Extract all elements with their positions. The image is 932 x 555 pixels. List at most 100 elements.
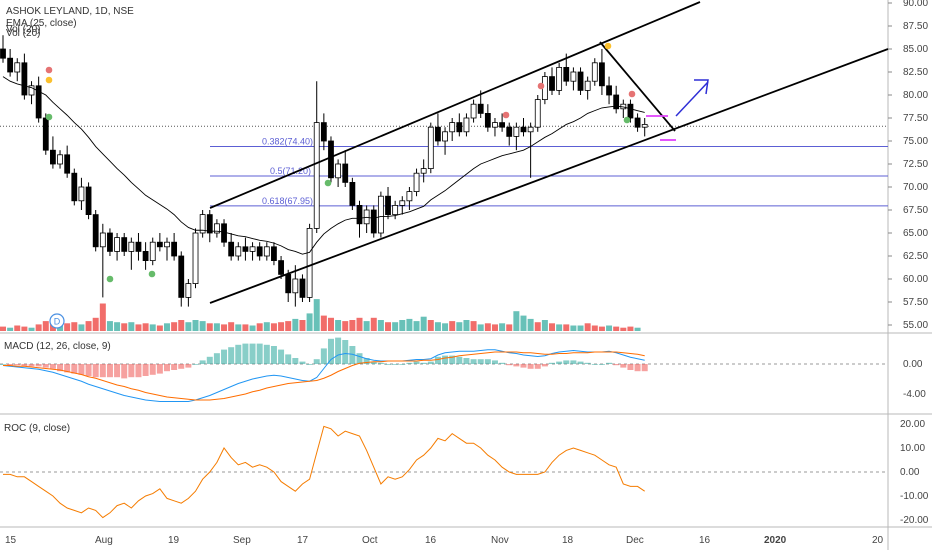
- macd-histogram-bar: [242, 343, 249, 364]
- volume-bar: [121, 323, 128, 331]
- candle-body: [563, 67, 570, 82]
- price-tick-label: 62.50: [903, 251, 928, 262]
- price-tick-label: 65.00: [903, 228, 928, 239]
- macd-histogram-bar: [228, 347, 235, 364]
- volume-bar: [320, 315, 327, 331]
- candle-body: [107, 232, 113, 252]
- volume-bar: [563, 324, 570, 331]
- volume-bar: [456, 322, 463, 331]
- signal-dot: [623, 116, 631, 124]
- candle-body: [121, 237, 128, 252]
- macd-legend: MACD (12, 26, close, 9): [4, 341, 111, 352]
- time-tick-label: 15: [5, 535, 17, 546]
- candle-body: [342, 163, 349, 183]
- volume-bar: [99, 303, 106, 331]
- candle-body: [28, 85, 35, 96]
- signal-dot: [45, 113, 53, 121]
- candle-body: [484, 113, 491, 128]
- roc-legend: ROC (9, close): [4, 423, 71, 434]
- volume-bar: [135, 324, 142, 331]
- macd-histogram-bar: [156, 364, 163, 374]
- price-tick-label: 80.00: [903, 90, 928, 101]
- volume-bar: [506, 324, 513, 331]
- candle-body: [199, 214, 206, 234]
- time-tick-label: 20: [872, 535, 884, 546]
- macd-histogram-bar: [35, 364, 42, 367]
- macd-histogram-bar: [356, 353, 363, 364]
- volume-bar: [356, 317, 363, 331]
- macd-histogram-bar: [449, 355, 456, 364]
- event-marker-label: D: [54, 317, 61, 327]
- macd-histogram-bar: [270, 346, 277, 364]
- volume-bar: [449, 321, 456, 331]
- volume-bar: [192, 320, 199, 331]
- macd-histogram-bar: [427, 361, 434, 364]
- volume-bar: [206, 323, 213, 331]
- macd-histogram-bar: [491, 360, 498, 364]
- macd-histogram-bar: [14, 364, 21, 366]
- macd-histogram-bar: [627, 364, 634, 370]
- volume-bar: [370, 317, 377, 331]
- roc-tick-label: -20.00: [900, 515, 929, 526]
- price-tick-label: 55.00: [903, 320, 928, 331]
- volume-bar: [228, 322, 235, 331]
- macd-histogram-bar: [192, 364, 199, 365]
- candle-body: [363, 209, 370, 225]
- volume-bar: [392, 322, 399, 331]
- volume-bar: [349, 320, 356, 331]
- candle-body: [42, 117, 49, 151]
- macd-histogram-bar: [292, 358, 299, 364]
- candle-body: [242, 246, 249, 252]
- price-tick-label: 85.00: [903, 44, 928, 55]
- candle-body: [377, 195, 384, 234]
- macd-histogram-bar: [363, 358, 370, 364]
- candle-body: [0, 48, 6, 59]
- roc-tick-label: -10.00: [900, 491, 929, 502]
- candle-body: [92, 214, 99, 248]
- candle-body: [385, 195, 391, 215]
- macd-histogram-bar: [171, 364, 178, 370]
- volume-bar: [142, 323, 149, 331]
- candle-body: [370, 209, 377, 234]
- macd-histogram-bar: [206, 356, 213, 364]
- candle-body: [320, 122, 327, 142]
- candle-body: [206, 214, 213, 234]
- candle-body: [506, 126, 513, 137]
- macd-histogram-bar: [606, 362, 613, 364]
- macd-histogram-bar: [549, 362, 556, 364]
- macd-histogram-bar: [21, 364, 28, 367]
- candle-body: [492, 122, 498, 128]
- time-tick-label: 2020: [764, 535, 787, 546]
- candle-body: [627, 103, 634, 119]
- volume-bar: [14, 325, 21, 331]
- volume-bar: [313, 299, 320, 331]
- macd-histogram-bar: [85, 364, 92, 376]
- macd-histogram-bar: [584, 362, 591, 364]
- candle-body: [256, 246, 263, 257]
- macd-histogram-bar: [213, 353, 220, 364]
- signal-dot: [45, 66, 53, 74]
- macd-histogram-bar: [128, 364, 135, 378]
- time-tick-label: Dec: [626, 535, 644, 546]
- candle-body: [556, 67, 563, 91]
- macd-histogram-bar: [299, 361, 306, 364]
- candle-body: [64, 154, 71, 174]
- volume-bar: [634, 327, 641, 331]
- candle-body: [78, 186, 85, 202]
- candle-body: [85, 186, 92, 216]
- price-tick-label: 87.50: [903, 21, 928, 32]
- volume-bar: [598, 326, 605, 331]
- price-tick-label: 72.50: [903, 159, 928, 170]
- volume-bar: [541, 320, 548, 331]
- candle-body: [313, 122, 320, 229]
- candle-body: [613, 94, 620, 110]
- candle-body: [292, 278, 299, 294]
- macd-histogram-bar: [463, 358, 470, 364]
- macd-histogram-bar: [256, 343, 263, 364]
- macd-histogram-bar: [413, 361, 420, 364]
- volume-bar: [149, 324, 156, 331]
- roc-tick-label: 10.00: [900, 443, 925, 454]
- macd-histogram-bar: [598, 364, 605, 365]
